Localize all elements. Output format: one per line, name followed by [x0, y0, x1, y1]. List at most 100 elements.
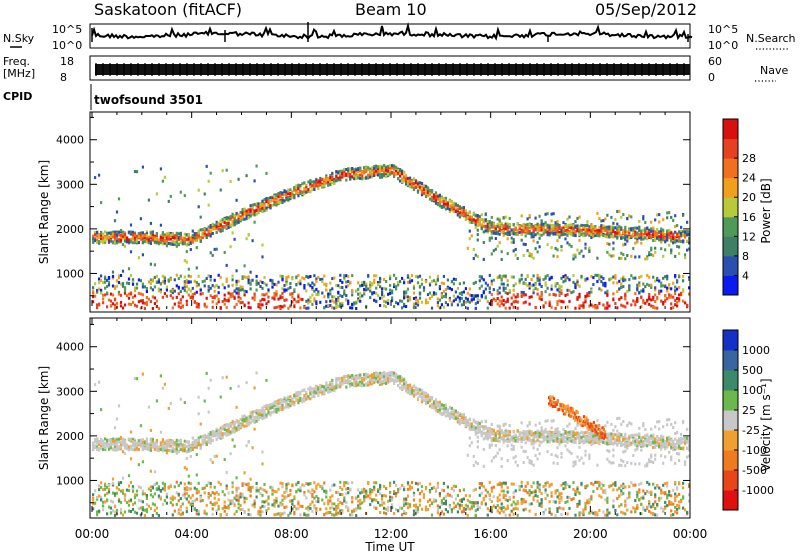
data-cell [117, 404, 121, 408]
data-cell [584, 246, 587, 250]
data-cell [628, 288, 631, 291]
data-cell [406, 299, 410, 303]
data-cell [179, 190, 182, 194]
data-cell [221, 218, 224, 222]
data-cell [173, 447, 176, 451]
data-cell [534, 247, 537, 251]
data-cell [608, 234, 611, 238]
data-cell [195, 442, 198, 446]
data-cell [183, 487, 186, 491]
data-cell [618, 228, 621, 232]
data-cell [225, 277, 228, 281]
data-cell [173, 289, 176, 293]
data-cell [560, 233, 563, 237]
data-cell [223, 251, 226, 254]
data-cell [568, 289, 571, 293]
data-cell [506, 230, 509, 234]
data-cell [106, 235, 109, 238]
data-cell [412, 291, 416, 295]
data-cell [209, 458, 212, 462]
data-cell [245, 217, 248, 221]
data-cell [444, 199, 447, 203]
data-cell [662, 238, 665, 242]
data-cell [620, 215, 623, 219]
freq-right-top: 60 [708, 55, 722, 68]
data-cell [159, 448, 162, 452]
data-cell [379, 167, 382, 171]
data-cell [363, 292, 366, 296]
data-cell [241, 415, 244, 419]
data-cell [143, 234, 146, 238]
data-cell [249, 513, 252, 517]
data-cell [223, 509, 226, 513]
data-cell [410, 279, 414, 283]
data-cell [514, 282, 517, 286]
data-cell [151, 442, 154, 446]
data-cell [548, 293, 551, 297]
data-cell [249, 415, 252, 419]
data-cell [544, 290, 547, 294]
data-cell [618, 287, 621, 291]
data-cell [556, 222, 559, 226]
data-cell [235, 281, 238, 285]
data-cell [227, 506, 230, 510]
data-cell [357, 169, 360, 173]
data-cell [512, 240, 515, 244]
data-cell [213, 454, 216, 458]
data-cell [177, 277, 180, 281]
data-cell [261, 210, 264, 214]
data-cell [213, 285, 216, 289]
data-cell [233, 216, 236, 220]
data-cell [185, 238, 188, 242]
data-cell [436, 197, 439, 201]
data-cell [203, 302, 206, 306]
data-cell [620, 303, 623, 307]
data-cell [167, 406, 170, 410]
data-cell [203, 436, 206, 440]
data-cell [369, 284, 372, 288]
data-cell [181, 493, 184, 497]
data-cell [157, 496, 160, 500]
data-cell [195, 445, 198, 449]
data-cell [207, 436, 210, 440]
data-cell [217, 430, 220, 433]
data-cell [502, 299, 505, 302]
data-cell [102, 232, 105, 236]
data-cell [253, 212, 256, 216]
data-cell [506, 228, 509, 232]
data-cell [436, 203, 439, 207]
data-cell [98, 281, 101, 285]
data-cell [251, 503, 254, 507]
data-cell [111, 235, 115, 239]
data-cell [618, 231, 621, 235]
data-cell [281, 191, 284, 195]
data-cell [562, 275, 565, 279]
data-cell [610, 254, 613, 258]
data-cell [452, 277, 455, 281]
data-cell [171, 236, 174, 239]
data-cell [564, 276, 567, 280]
data-cell [450, 203, 453, 207]
data-cell [299, 184, 302, 187]
data-cell [201, 228, 204, 232]
data-cell [215, 230, 218, 234]
data-cell [628, 235, 631, 239]
data-cell [237, 494, 240, 498]
data-cell [654, 231, 657, 235]
data-cell [145, 301, 148, 305]
data-cell [135, 238, 139, 241]
data-cell [113, 439, 117, 443]
data-cell [289, 188, 292, 192]
data-cell [129, 430, 133, 434]
data-cell [215, 509, 218, 513]
data-cell [556, 228, 559, 231]
data-cell [586, 277, 589, 281]
data-cell [397, 177, 400, 180]
data-cell [305, 275, 308, 278]
data-cell [434, 292, 438, 296]
data-cell [149, 300, 152, 304]
data-cell [670, 215, 673, 219]
data-cell [179, 235, 182, 239]
data-cell [96, 438, 99, 441]
data-cell [335, 179, 338, 183]
